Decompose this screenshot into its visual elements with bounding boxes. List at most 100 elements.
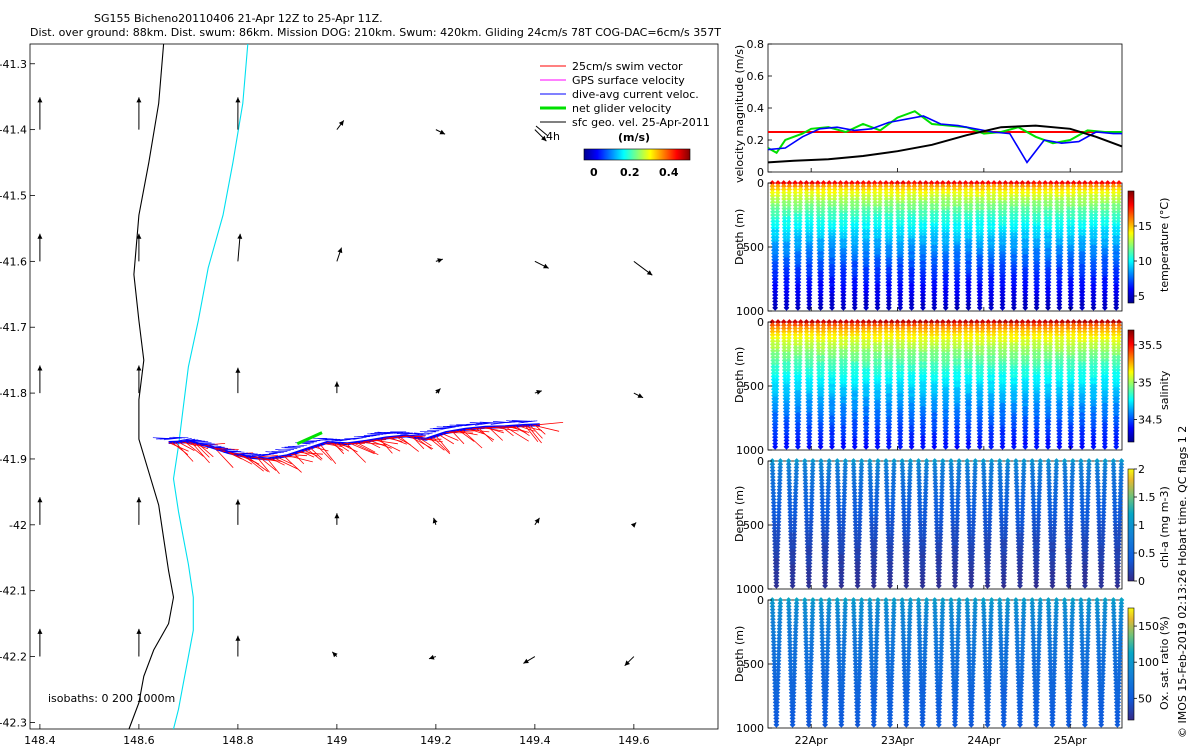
temperature-point bbox=[831, 221, 837, 228]
temperature-point bbox=[842, 231, 848, 238]
swim-vector bbox=[306, 448, 322, 461]
swim-vector bbox=[532, 424, 560, 432]
temperature-point bbox=[785, 231, 792, 238]
swim-vector bbox=[194, 442, 210, 458]
temperature-point bbox=[843, 192, 849, 199]
temperature-point bbox=[795, 304, 801, 311]
swim-vector bbox=[260, 457, 277, 471]
temperature-point bbox=[781, 224, 788, 231]
temperature-point bbox=[871, 189, 878, 196]
sfc-arrow-head bbox=[534, 517, 540, 524]
swim-vector bbox=[468, 428, 485, 435]
temperature-point bbox=[815, 212, 822, 218]
temperature-point bbox=[804, 221, 811, 228]
sfc-arrow-head bbox=[235, 635, 241, 641]
map-ytick-label: -42.2 bbox=[0, 651, 27, 664]
temperature-point bbox=[860, 199, 867, 206]
swim-vector bbox=[247, 456, 269, 472]
temperature-point bbox=[769, 183, 776, 190]
temperature-point bbox=[795, 298, 801, 305]
temperature-point bbox=[819, 234, 826, 241]
temperature-point bbox=[827, 228, 834, 234]
temperature-point bbox=[808, 212, 815, 218]
temperature-point bbox=[849, 218, 856, 225]
temperature-point bbox=[773, 247, 780, 254]
sfc-arrow-head bbox=[536, 390, 542, 395]
temperature-point bbox=[819, 218, 826, 225]
temperature-point bbox=[809, 186, 815, 193]
temperature-point bbox=[830, 237, 837, 244]
swim-vector bbox=[267, 458, 280, 475]
swim-vector bbox=[488, 426, 503, 441]
temperature-point bbox=[854, 199, 860, 206]
swim-vector bbox=[353, 442, 379, 456]
swim-vector bbox=[415, 437, 432, 450]
temperature-point bbox=[860, 202, 867, 209]
map-line-isobath-200m bbox=[128, 43, 175, 730]
temperature-point bbox=[770, 212, 776, 218]
map-xtick-label: 149 bbox=[326, 734, 347, 747]
temperature-point bbox=[806, 304, 813, 311]
temperature-point bbox=[774, 218, 780, 225]
temperature-point bbox=[842, 208, 849, 215]
temperature-point bbox=[820, 199, 826, 206]
swim-vector bbox=[287, 455, 313, 463]
temperature-point bbox=[795, 301, 801, 308]
temperature-point bbox=[865, 189, 872, 196]
swim-vector bbox=[442, 433, 459, 441]
temperature-point bbox=[783, 301, 790, 308]
temperature-point bbox=[860, 186, 867, 193]
temperature-point bbox=[839, 240, 845, 247]
temperature-point bbox=[826, 186, 833, 193]
temperature-point bbox=[792, 186, 799, 193]
temperature-point bbox=[786, 196, 792, 202]
temperature-point bbox=[770, 237, 777, 244]
temperature-point bbox=[827, 218, 833, 225]
temperature-point bbox=[831, 212, 837, 218]
temperature-point bbox=[804, 224, 811, 231]
temperature-point bbox=[769, 199, 776, 206]
sfc-arrow-head bbox=[235, 367, 241, 373]
swim-vector bbox=[409, 436, 434, 450]
net-glider-vector bbox=[296, 431, 323, 446]
temperature-point bbox=[853, 247, 859, 254]
temperature-point bbox=[854, 202, 860, 209]
swim-vector bbox=[333, 442, 345, 455]
map-ytick-label: -42.3 bbox=[0, 716, 27, 729]
temperature-point bbox=[876, 202, 883, 209]
temperature-point bbox=[854, 196, 861, 202]
swim-vector bbox=[323, 443, 343, 447]
dac-vector bbox=[442, 426, 456, 430]
swim-vector bbox=[485, 426, 505, 434]
swim-vector bbox=[349, 442, 375, 455]
temperature-point bbox=[808, 234, 814, 241]
map-xtick-label: 148.4 bbox=[24, 734, 56, 747]
temperature-point bbox=[854, 186, 861, 193]
temperature-point bbox=[772, 301, 779, 308]
swim-vector bbox=[244, 455, 264, 472]
temperature-point bbox=[831, 183, 838, 190]
temperature-point bbox=[840, 304, 847, 311]
temperature-point bbox=[792, 196, 799, 202]
temperature-point bbox=[770, 224, 777, 231]
dac-vector bbox=[245, 453, 262, 456]
temperature-point bbox=[843, 180, 850, 186]
temperature-point bbox=[840, 301, 847, 308]
temperature-point bbox=[796, 228, 803, 234]
temperature-point bbox=[854, 183, 861, 190]
temperature-point bbox=[804, 202, 810, 209]
temperature-point bbox=[864, 244, 871, 250]
temperature-point bbox=[781, 202, 788, 209]
temperature-point bbox=[786, 189, 793, 196]
swim-vector bbox=[310, 447, 323, 460]
temperature-point bbox=[796, 234, 803, 241]
temperature-point bbox=[806, 298, 813, 305]
temperature-point bbox=[831, 189, 838, 196]
sfc-arrow-head bbox=[334, 381, 340, 387]
sfc-arrow-head bbox=[630, 522, 637, 528]
temperature-point bbox=[792, 208, 799, 215]
temperature-point bbox=[772, 304, 779, 311]
temperature-point bbox=[774, 224, 780, 231]
temperature-point bbox=[808, 202, 815, 209]
temperature-point bbox=[793, 224, 799, 231]
